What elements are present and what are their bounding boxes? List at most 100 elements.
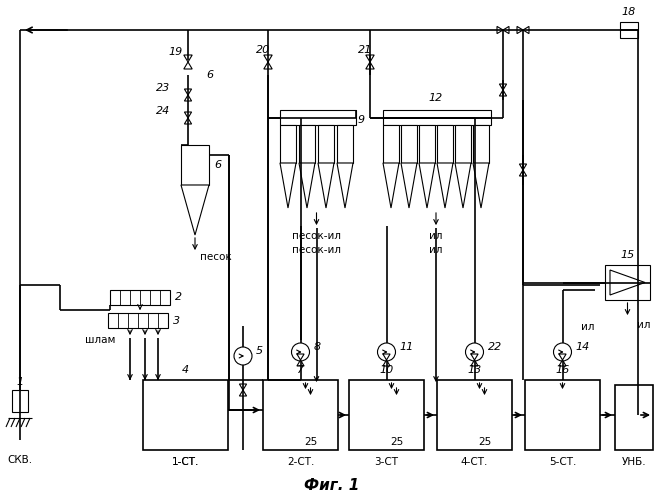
Bar xyxy=(437,125,453,163)
Text: 9: 9 xyxy=(357,115,365,125)
Bar xyxy=(337,125,353,163)
Polygon shape xyxy=(280,163,296,208)
Polygon shape xyxy=(437,163,453,208)
Text: 20: 20 xyxy=(256,45,270,55)
Text: Фиг. 1: Фиг. 1 xyxy=(304,478,360,492)
Text: ил: ил xyxy=(637,320,651,330)
Text: 3: 3 xyxy=(173,316,180,326)
Polygon shape xyxy=(503,26,509,34)
Text: 10: 10 xyxy=(379,365,394,375)
Polygon shape xyxy=(366,62,374,69)
Text: песок: песок xyxy=(200,252,232,262)
Polygon shape xyxy=(517,26,523,34)
Polygon shape xyxy=(471,360,478,366)
Bar xyxy=(437,380,512,450)
Polygon shape xyxy=(184,55,192,62)
Polygon shape xyxy=(559,354,566,360)
Bar xyxy=(605,265,650,300)
Text: 1: 1 xyxy=(17,377,23,387)
Text: 11: 11 xyxy=(400,342,414,352)
Bar xyxy=(473,125,489,163)
Polygon shape xyxy=(318,163,334,208)
Polygon shape xyxy=(610,270,645,295)
Text: 4: 4 xyxy=(182,365,189,375)
Bar xyxy=(280,125,296,163)
Text: 6: 6 xyxy=(207,70,214,80)
Text: 5: 5 xyxy=(256,346,263,356)
Text: 19: 19 xyxy=(169,47,183,57)
Text: 2-СТ.: 2-СТ. xyxy=(287,457,314,467)
Bar xyxy=(455,125,471,163)
Bar xyxy=(299,125,315,163)
Text: 13: 13 xyxy=(467,365,481,375)
Polygon shape xyxy=(559,360,566,366)
Polygon shape xyxy=(264,55,272,62)
Text: ил: ил xyxy=(429,231,443,241)
Polygon shape xyxy=(499,90,507,96)
Bar xyxy=(318,125,334,163)
Bar xyxy=(349,380,424,450)
Bar xyxy=(615,385,653,450)
Text: песок-ил: песок-ил xyxy=(292,245,341,255)
Polygon shape xyxy=(455,163,471,208)
Polygon shape xyxy=(473,163,489,208)
Text: УНБ.: УНБ. xyxy=(622,457,646,467)
Text: 8: 8 xyxy=(313,342,321,352)
Polygon shape xyxy=(185,118,192,124)
Text: 25: 25 xyxy=(390,437,403,447)
Polygon shape xyxy=(519,164,527,170)
Text: 1-СТ.: 1-СТ. xyxy=(172,457,199,467)
Bar xyxy=(263,380,338,450)
Polygon shape xyxy=(519,170,527,176)
Text: 2: 2 xyxy=(175,292,182,302)
Text: 15: 15 xyxy=(620,250,635,260)
Polygon shape xyxy=(497,26,503,34)
Text: 21: 21 xyxy=(358,45,372,55)
Polygon shape xyxy=(240,390,246,396)
Text: 1-СТ.: 1-СТ. xyxy=(172,457,199,467)
Bar xyxy=(108,313,168,328)
Circle shape xyxy=(291,343,309,361)
Bar xyxy=(419,125,435,163)
Text: 12: 12 xyxy=(429,93,443,103)
Polygon shape xyxy=(299,163,315,208)
Text: ил: ил xyxy=(580,322,594,332)
Circle shape xyxy=(234,347,252,365)
Text: 4-СТ.: 4-СТ. xyxy=(461,457,488,467)
Bar xyxy=(181,145,209,185)
Circle shape xyxy=(554,343,572,361)
Polygon shape xyxy=(184,62,192,69)
Bar xyxy=(280,110,356,125)
Text: 7: 7 xyxy=(297,365,304,375)
Polygon shape xyxy=(185,95,192,101)
Polygon shape xyxy=(383,360,390,366)
Text: 3-СТ: 3-СТ xyxy=(374,457,398,467)
Bar xyxy=(143,380,228,450)
Polygon shape xyxy=(185,89,192,95)
Polygon shape xyxy=(383,354,390,360)
Circle shape xyxy=(465,343,483,361)
Polygon shape xyxy=(337,163,353,208)
Text: 22: 22 xyxy=(487,342,502,352)
Text: 23: 23 xyxy=(156,83,170,93)
Polygon shape xyxy=(297,354,304,360)
Polygon shape xyxy=(240,384,246,390)
Polygon shape xyxy=(181,185,209,235)
Bar xyxy=(12,390,28,412)
Text: 24: 24 xyxy=(156,106,170,116)
Polygon shape xyxy=(471,354,478,360)
Polygon shape xyxy=(401,163,417,208)
Bar xyxy=(401,125,417,163)
Text: 14: 14 xyxy=(576,342,590,352)
Text: 16: 16 xyxy=(555,365,570,375)
Text: 5-СТ.: 5-СТ. xyxy=(549,457,576,467)
Polygon shape xyxy=(523,26,529,34)
Bar xyxy=(110,290,170,305)
Text: ил: ил xyxy=(429,245,443,255)
Polygon shape xyxy=(499,84,507,90)
Text: 25: 25 xyxy=(304,437,317,447)
Polygon shape xyxy=(297,360,304,366)
Text: 6: 6 xyxy=(214,160,221,170)
Bar xyxy=(525,380,600,450)
Bar xyxy=(383,125,399,163)
